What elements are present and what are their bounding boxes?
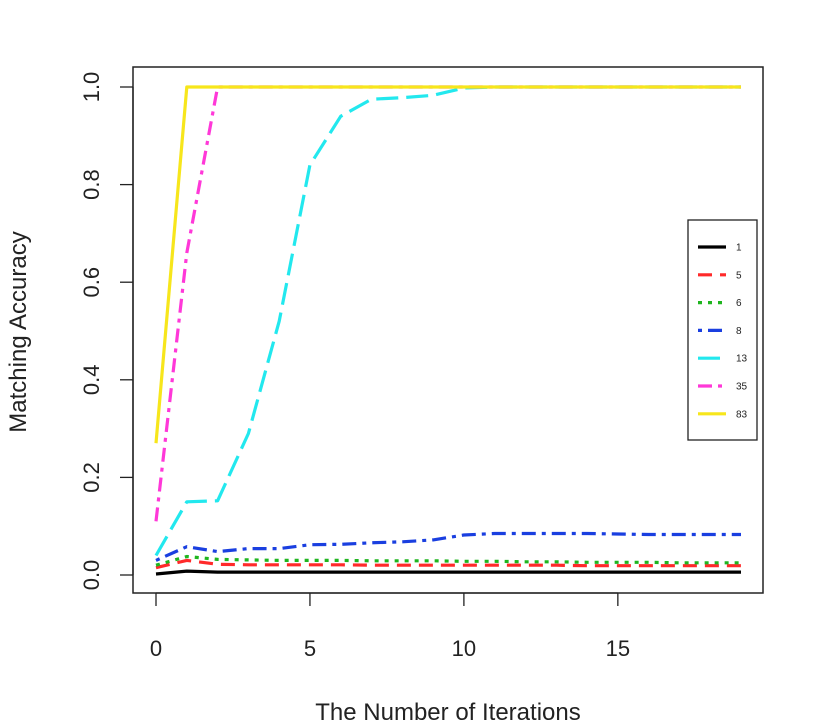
- legend: 1 5 6 8 13 35 83: [687, 219, 758, 441]
- series-line-6: [155, 554, 741, 567]
- x-axis: 0 5 10 15: [150, 592, 630, 661]
- legend-label-35: 35: [736, 382, 748, 393]
- series-line-83: [154, 85, 741, 444]
- series-line-1: [155, 569, 741, 576]
- plot-frame: [132, 66, 764, 594]
- y-tick-label: 1.0: [79, 72, 104, 103]
- legend-label-8: 8: [736, 326, 742, 337]
- y-tick-label: 0.4: [79, 365, 104, 396]
- x-tick-label: 10: [452, 636, 476, 661]
- y-tick-label: 0.2: [79, 462, 104, 493]
- legend-label-5: 5: [736, 270, 742, 281]
- y-tick-label: 0.6: [79, 267, 104, 298]
- series-line-35: [154, 85, 741, 522]
- x-tick-label: 5: [304, 636, 316, 661]
- legend-label-13: 13: [736, 354, 748, 365]
- y-axis-label: Matching Accuracy: [5, 231, 32, 432]
- legend-label-6: 6: [736, 298, 742, 309]
- series-layer: [154, 85, 741, 576]
- x-tick-label: 15: [606, 636, 630, 661]
- x-tick-label: 0: [150, 636, 162, 661]
- y-tick-label: 0.8: [79, 169, 104, 200]
- legend-label-83: 83: [736, 409, 748, 420]
- series-line-5: [155, 558, 741, 570]
- series-line-13: [154, 85, 741, 557]
- x-axis-label: The Number of Iterations: [315, 699, 580, 726]
- y-axis: 0.0 0.2 0.4 0.6 0.8 1.0: [79, 72, 134, 591]
- y-tick-label: 0.0: [79, 560, 104, 591]
- series-line-8: [155, 531, 741, 562]
- legend-label-1: 1: [736, 243, 742, 254]
